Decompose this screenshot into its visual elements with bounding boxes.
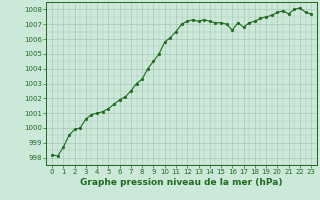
X-axis label: Graphe pression niveau de la mer (hPa): Graphe pression niveau de la mer (hPa)	[80, 178, 283, 187]
